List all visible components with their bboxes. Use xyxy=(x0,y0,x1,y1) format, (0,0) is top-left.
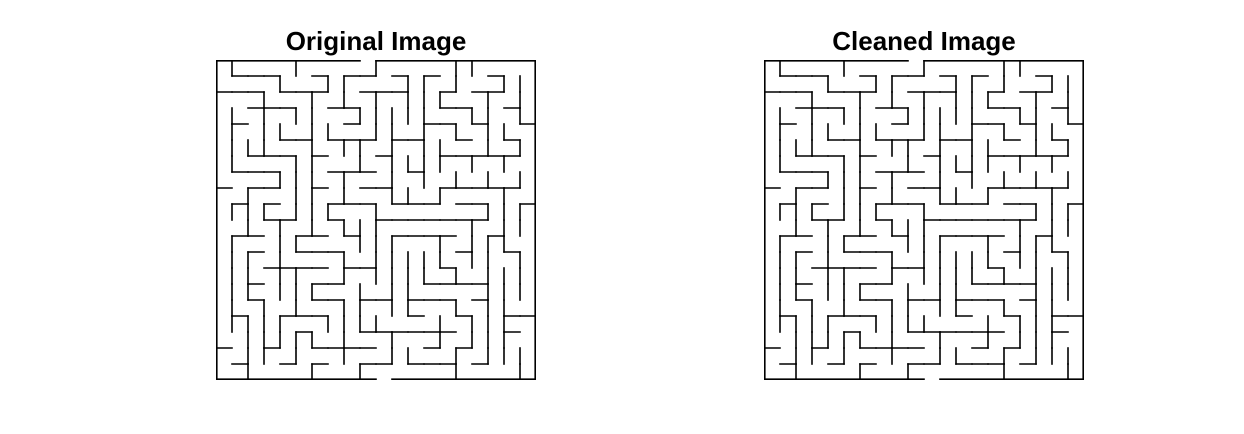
cleaned-image-title: Cleaned Image xyxy=(832,26,1016,56)
original-image-panel: Original Image xyxy=(216,0,536,434)
original-maze-image xyxy=(216,60,536,380)
cleaned-image-panel: Cleaned Image xyxy=(764,0,1084,434)
cleaned-maze-image xyxy=(764,60,1084,380)
original-image-title: Original Image xyxy=(285,26,467,56)
